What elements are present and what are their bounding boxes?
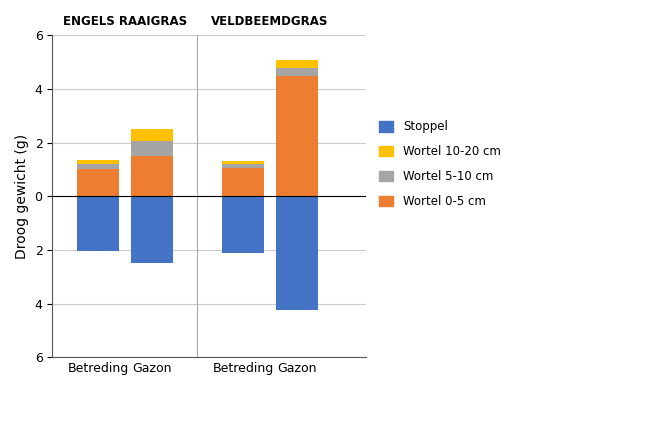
Bar bbox=[276, 67, 318, 75]
Bar bbox=[276, 196, 318, 310]
Text: VELDBEEMDGRAS: VELDBEEMDGRAS bbox=[211, 15, 329, 28]
Bar bbox=[77, 164, 119, 170]
Bar bbox=[77, 160, 119, 164]
Bar bbox=[276, 75, 318, 196]
Bar bbox=[222, 164, 265, 168]
Bar bbox=[131, 129, 173, 141]
Bar bbox=[276, 60, 318, 67]
Bar bbox=[131, 141, 173, 156]
Text: ENGELS RAAIGRAS: ENGELS RAAIGRAS bbox=[63, 15, 187, 28]
Legend: Stoppel, Wortel 10-20 cm, Wortel 5-10 cm, Wortel 0-5 cm: Stoppel, Wortel 10-20 cm, Wortel 5-10 cm… bbox=[375, 116, 506, 212]
Bar bbox=[77, 170, 119, 196]
Bar bbox=[222, 161, 265, 164]
Bar bbox=[131, 156, 173, 196]
Bar bbox=[222, 196, 265, 253]
Bar bbox=[131, 196, 173, 263]
Bar bbox=[77, 196, 119, 251]
Bar bbox=[222, 168, 265, 196]
Y-axis label: Droog gewicht (g): Droog gewicht (g) bbox=[15, 134, 29, 259]
